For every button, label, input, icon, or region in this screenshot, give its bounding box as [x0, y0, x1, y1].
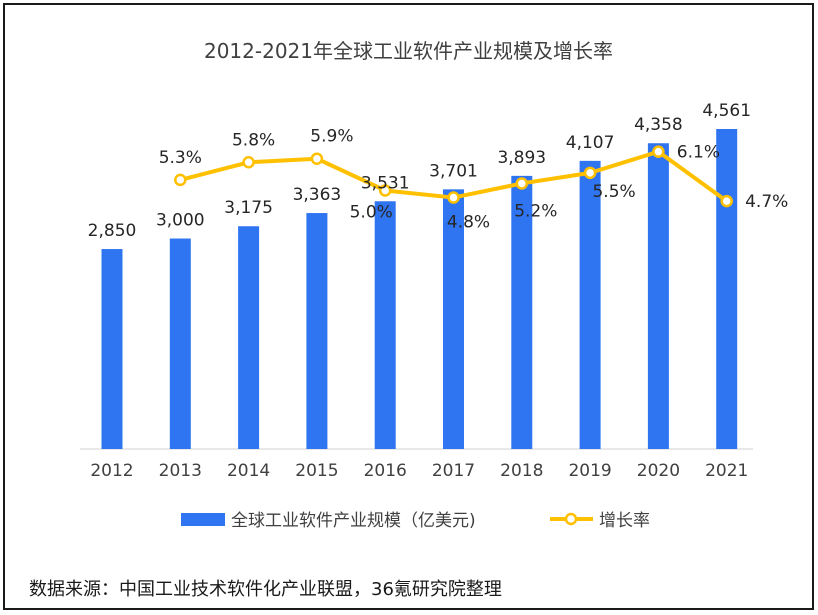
legend-line-label: 增长率	[599, 511, 650, 531]
bar-2021	[716, 129, 738, 449]
x-tick-label-2014: 2014	[227, 461, 270, 481]
bar-2019	[579, 160, 601, 449]
growth-rate-point-2015	[310, 152, 324, 165]
growth-rate-label-2016: 5.0%	[350, 203, 393, 223]
bar-value-label-2012: 2,850	[88, 221, 137, 241]
growth-rate-point-2019	[583, 166, 597, 180]
growth-rate-point-2017	[447, 191, 460, 204]
x-tick-label-2016: 2016	[364, 461, 407, 481]
x-tick-label-2015: 2015	[295, 461, 338, 481]
bar-2013	[169, 238, 191, 449]
growth-rate-point-2016	[378, 184, 392, 197]
x-tick-label-2020: 2020	[637, 461, 680, 481]
growth-rate-label-2013: 5.3%	[159, 148, 202, 168]
bar-2012	[101, 249, 123, 449]
growth-rate-label-2019: 5.5%	[592, 182, 635, 202]
bar-2018	[511, 175, 533, 449]
bar-2016	[374, 201, 396, 449]
x-tick-label-2013: 2013	[159, 461, 202, 481]
growth-rate-label-2017: 4.8%	[447, 213, 490, 233]
growth-rate-label-2020: 6.1%	[677, 143, 720, 163]
growth-rate-point-2013	[174, 173, 187, 187]
bar-2020	[647, 143, 669, 449]
bar-2014	[238, 226, 260, 449]
bar-value-label-2015: 3,363	[293, 185, 342, 205]
bar-value-label-2017: 3,701	[429, 161, 478, 181]
growth-rate-label-2021: 4.7%	[745, 192, 788, 212]
legend-line-marker	[564, 512, 578, 526]
bar-value-label-2021: 4,561	[702, 101, 751, 121]
bar-value-label-2013: 3,000	[156, 211, 205, 231]
growth-rate-point-2021	[720, 194, 733, 208]
growth-rate-label-2015: 5.9%	[310, 127, 353, 147]
x-tick-label-2018: 2018	[500, 461, 543, 481]
chart-svg: 2,850 3,000 3,175 3,363 3,531 3,701 3,893 4,107…	[80, 101, 788, 531]
x-tick-label-2017: 2017	[432, 461, 475, 481]
x-tick-label-2021: 2021	[705, 461, 748, 481]
data-source-note: 数据来源：中国工业技术软件化产业联盟，36氪研究院整理	[29, 579, 502, 600]
growth-rate-label-2014: 5.8%	[232, 130, 275, 150]
bar-value-label-2018: 3,893	[497, 148, 546, 168]
growth-rate-point-2018	[515, 177, 529, 190]
growth-rate-label-2018: 5.2%	[514, 201, 557, 221]
bar-2015	[306, 213, 328, 449]
bar-value-label-2016: 3,531	[361, 173, 410, 193]
growth-rate-point-2014	[242, 156, 255, 169]
bar-value-label-2020: 4,358	[634, 115, 683, 135]
bar-2017	[443, 189, 464, 449]
chart-title: 2012-2021年全球工业软件产业规模及增长率	[203, 39, 613, 63]
chart-frame: 2012-2021年全球工业软件产业规模及增长率 2,850 3,000 3,175…	[3, 3, 814, 610]
bar-value-label-2014: 3,175	[224, 198, 273, 218]
legend-bar-label: 全球工业软件产业规模（亿美元)	[231, 511, 476, 531]
x-tick-label-2012: 2012	[90, 461, 133, 481]
growth-rate-point-2020	[652, 145, 665, 158]
legend-bar-swatch	[181, 513, 225, 526]
x-tick-label-2019: 2019	[568, 461, 611, 481]
bar-value-label-2019: 4,107	[566, 133, 615, 153]
